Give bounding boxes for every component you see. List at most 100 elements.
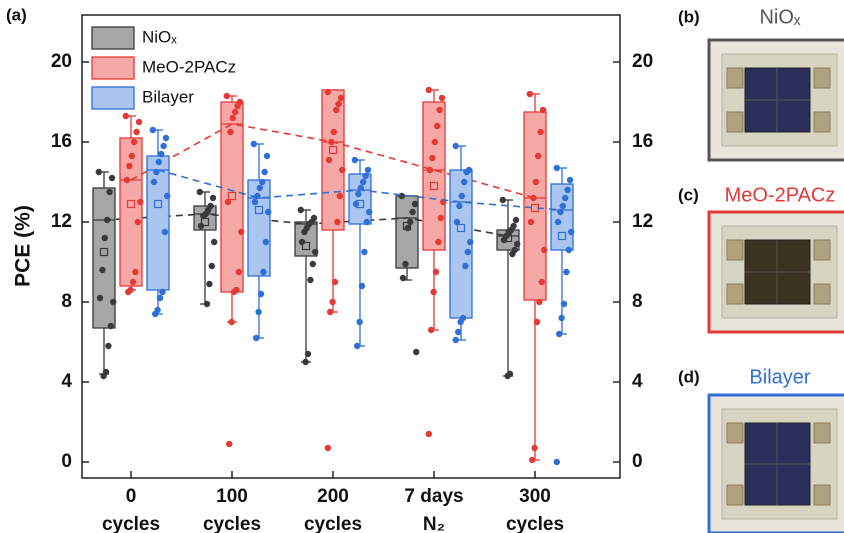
y-tick-label: 0	[61, 451, 72, 472]
legend-swatch	[91, 26, 135, 50]
data-point	[436, 106, 443, 114]
data-point	[512, 216, 520, 224]
data-point	[259, 178, 266, 186]
x-tick-label: 0	[126, 486, 137, 507]
data-point	[437, 214, 444, 222]
y2-tick-label: 8	[632, 291, 643, 312]
data-point	[553, 458, 560, 466]
data-point	[330, 128, 337, 136]
data-point	[425, 86, 432, 94]
x-tick-sublabel: cycles	[506, 514, 564, 533]
data-point	[366, 208, 373, 216]
data-point	[155, 158, 162, 166]
data-point	[504, 372, 511, 380]
box	[348, 173, 372, 225]
y2-tick-label: 16	[632, 131, 653, 152]
data-point	[438, 94, 446, 102]
data-point	[162, 134, 170, 142]
photo-contact	[726, 422, 744, 444]
photo-contact	[726, 239, 744, 261]
data-point	[336, 192, 343, 200]
data-point	[398, 192, 405, 200]
data-point	[428, 326, 435, 334]
data-point	[250, 140, 257, 148]
data-point	[527, 218, 535, 226]
data-point	[361, 248, 368, 256]
data-point	[404, 224, 411, 232]
data-point	[161, 228, 168, 236]
data-point	[229, 114, 236, 122]
data-point	[137, 198, 144, 206]
photo-tag: (d)	[678, 367, 700, 386]
data-point	[339, 166, 346, 174]
data-point	[208, 262, 215, 270]
data-point	[99, 266, 106, 274]
data-point	[362, 172, 369, 180]
box	[294, 221, 318, 257]
data-point	[356, 318, 363, 326]
data-point	[536, 298, 543, 306]
y2-tick-label: 0	[632, 451, 643, 472]
data-point	[301, 228, 308, 236]
data-point	[211, 238, 218, 246]
legend-label: Bilayer	[142, 87, 194, 106]
data-point	[464, 248, 471, 256]
data-point	[337, 94, 345, 102]
data-point	[411, 200, 419, 208]
data-point	[432, 268, 440, 276]
data-point	[228, 318, 235, 326]
photo-contact	[813, 111, 831, 133]
y-tick-label: 12	[51, 211, 72, 232]
data-point	[312, 248, 319, 256]
y-tick-label: 8	[61, 291, 72, 312]
data-point	[152, 310, 159, 318]
data-point	[223, 92, 230, 100]
data-point	[399, 274, 407, 282]
data-point	[100, 372, 107, 380]
x-tick-label: 200	[317, 486, 349, 507]
data-point	[261, 168, 268, 176]
data-point	[329, 298, 336, 306]
data-point	[307, 276, 314, 284]
data-point	[562, 194, 569, 202]
data-point	[160, 142, 167, 150]
data-point	[203, 300, 211, 308]
data-point	[253, 334, 260, 342]
data-point	[559, 202, 566, 210]
data-point	[209, 194, 217, 202]
photo-label: MeO-2PACz	[725, 184, 836, 206]
data-point	[563, 268, 570, 276]
data-point	[335, 100, 342, 108]
data-point	[110, 298, 117, 306]
plot-frame	[81, 14, 621, 479]
data-point	[509, 250, 516, 258]
data-point	[125, 288, 132, 296]
photo-contact	[813, 422, 831, 444]
legend-label: MeO-2PACz	[142, 57, 236, 76]
data-point	[156, 294, 164, 302]
data-point	[257, 290, 265, 298]
data-point	[333, 106, 340, 114]
data-point	[235, 268, 242, 276]
data-point	[251, 198, 259, 206]
data-point	[533, 318, 541, 326]
data-point	[230, 288, 238, 296]
data-point	[134, 218, 141, 226]
data-point	[358, 282, 366, 290]
data-point	[452, 142, 459, 150]
legend-swatch	[91, 56, 135, 80]
mean-marker	[557, 231, 567, 241]
data-point	[196, 188, 203, 196]
photo-tag: (b)	[678, 7, 700, 26]
y-tick-label: 16	[51, 131, 72, 152]
mean-marker	[227, 191, 237, 201]
y-tick-label: 20	[51, 51, 72, 72]
data-point	[304, 350, 312, 358]
data-point	[458, 192, 465, 200]
data-point	[334, 218, 341, 226]
data-point	[206, 280, 213, 288]
data-point	[553, 164, 560, 172]
data-point	[107, 322, 115, 330]
data-point	[227, 128, 234, 136]
mean-marker	[153, 199, 163, 209]
